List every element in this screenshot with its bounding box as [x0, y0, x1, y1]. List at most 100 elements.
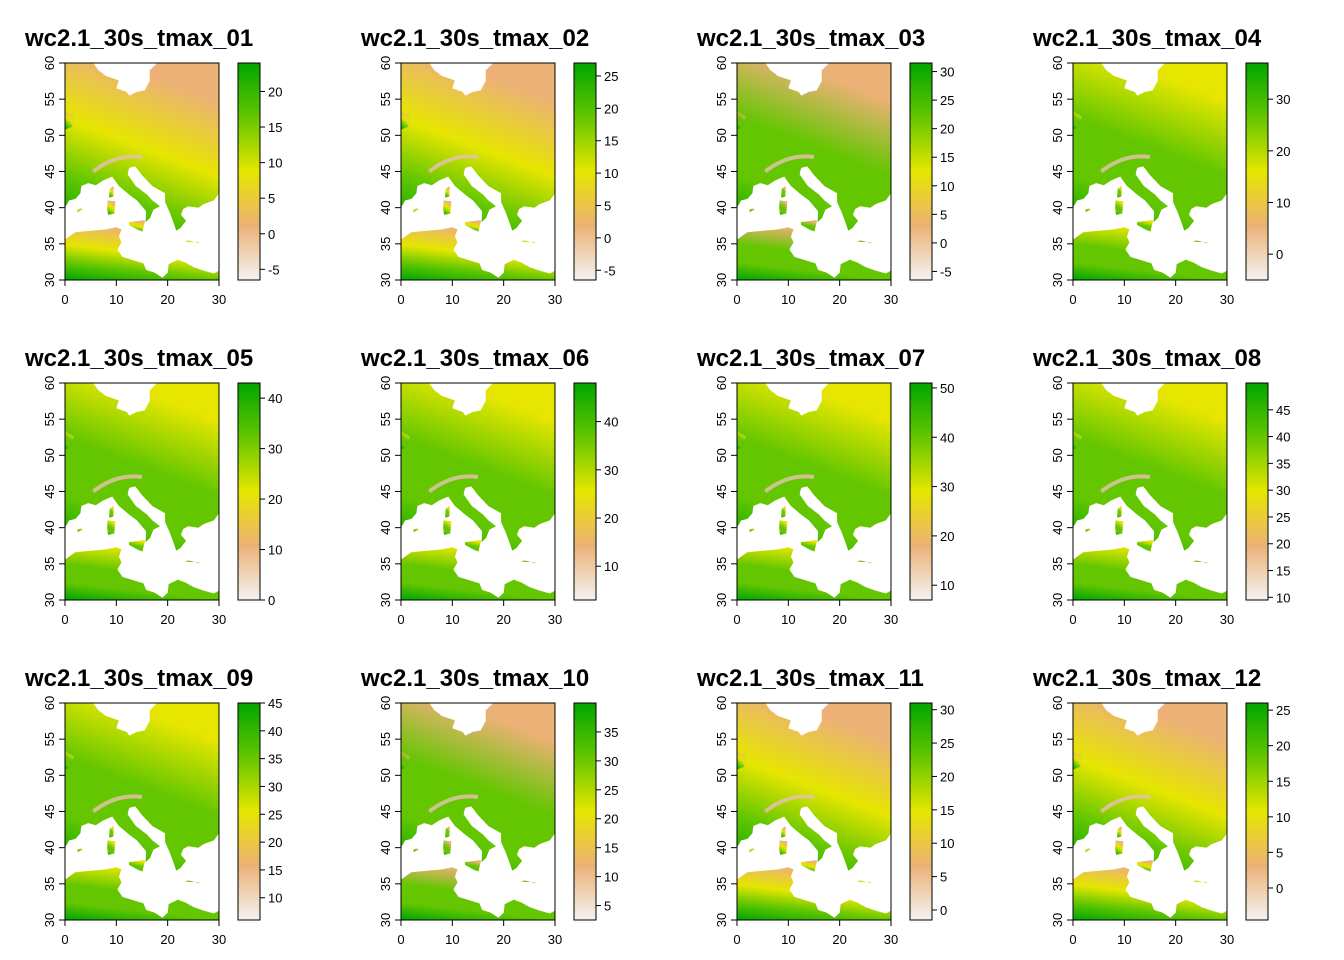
y-tick-label: 45 — [42, 804, 57, 818]
legend-tick-label: 0 — [268, 227, 275, 242]
legend-tick-label: 20 — [268, 492, 282, 507]
land-area — [1085, 848, 1091, 852]
land-area — [737, 227, 891, 280]
legend-tick-label: 20 — [268, 84, 282, 99]
map-panel: wc2.1_30s_tmax_05 0 10 20 30 30 35 40 45 50 55 60 0 1… — [0, 320, 336, 640]
land-area — [1117, 186, 1122, 198]
x-tick-label: 20 — [160, 932, 174, 947]
legend-tick-label: 5 — [604, 899, 611, 914]
legend-tick-label: 0 — [268, 593, 275, 608]
y-tick-label: 50 — [714, 128, 729, 142]
land-area — [779, 200, 788, 215]
y-tick-label: 60 — [378, 56, 393, 70]
legend-tick-label: 0 — [940, 903, 947, 918]
raster-map: 0 10 20 30 30 35 40 45 50 55 60 -5 0 5 10 15 20 25 30 — [714, 56, 954, 307]
land-area — [464, 220, 482, 232]
land-area — [800, 220, 818, 232]
y-tick-label: 55 — [1050, 92, 1065, 106]
land-area — [521, 880, 536, 884]
y-tick-label: 45 — [714, 164, 729, 178]
land-area — [107, 520, 116, 535]
land-area — [109, 826, 114, 838]
y-tick-label: 40 — [378, 840, 393, 854]
x-tick-label: 0 — [1069, 612, 1076, 627]
land-area — [401, 703, 555, 871]
x-tick-label: 10 — [109, 932, 123, 947]
legend-tick-label: 15 — [1276, 774, 1290, 789]
x-tick-label: 0 — [397, 292, 404, 307]
y-tick-label: 35 — [1050, 557, 1065, 571]
legend-tick-label: -5 — [268, 262, 280, 277]
land-area — [1117, 826, 1122, 838]
y-tick-label: 35 — [714, 877, 729, 891]
legend-tick-label: 30 — [604, 463, 618, 478]
legend-tick-label: 20 — [604, 101, 618, 116]
alps-band — [428, 794, 479, 814]
land-area — [1115, 840, 1124, 855]
y-tick-label: 45 — [378, 164, 393, 178]
x-tick-label: 20 — [496, 292, 510, 307]
legend-tick-label: 15 — [604, 134, 618, 149]
land-area — [521, 240, 536, 244]
panel-title: wc2.1_30s_tmax_05 — [25, 345, 254, 372]
land-area — [107, 200, 116, 215]
y-tick-label: 30 — [1050, 273, 1065, 287]
land-area — [65, 750, 74, 770]
legend-tick-label: 10 — [604, 870, 618, 885]
land-area — [128, 220, 146, 232]
land-area — [65, 430, 74, 450]
x-tick-label: 20 — [832, 932, 846, 947]
legend-tick-label: 10 — [604, 166, 618, 181]
land-area — [857, 240, 872, 244]
legend-tick-label: 20 — [268, 835, 282, 850]
panel-title: wc2.1_30s_tmax_06 — [361, 345, 590, 372]
land-area — [737, 63, 891, 231]
legend-tick-label: 30 — [940, 703, 954, 718]
raster-map: 0 10 20 30 30 35 40 45 50 55 60 -5 0 5 10 15 20 — [42, 56, 282, 307]
land-area — [65, 703, 219, 871]
y-tick-label: 50 — [378, 128, 393, 142]
x-tick-label: 30 — [548, 292, 562, 307]
land-area — [737, 110, 746, 130]
y-tick-label: 60 — [1050, 696, 1065, 710]
land-area — [65, 227, 219, 280]
legend-tick-label: 30 — [604, 754, 618, 769]
legend-tick-label: 10 — [940, 836, 954, 851]
y-tick-label: 30 — [42, 913, 57, 927]
map-panel: wc2.1_30s_tmax_12 0 10 20 30 30 35 40 45 50 55 60 0 5… — [1008, 640, 1344, 960]
y-tick-label: 55 — [42, 732, 57, 746]
land-area — [65, 867, 219, 920]
land-area — [1073, 547, 1227, 600]
land-area — [445, 506, 450, 518]
land-area — [1115, 520, 1124, 535]
land-area — [445, 186, 450, 198]
y-tick-label: 40 — [42, 200, 57, 214]
land-area — [1085, 208, 1091, 212]
x-tick-label: 0 — [733, 292, 740, 307]
panel-title: wc2.1_30s_tmax_07 — [697, 345, 926, 372]
legend-tick-label: 15 — [268, 120, 282, 135]
legend-tick-label: 20 — [1276, 739, 1290, 754]
y-tick-label: 45 — [1050, 484, 1065, 498]
panel-title: wc2.1_30s_tmax_08 — [1033, 345, 1262, 372]
land-area — [737, 383, 891, 551]
land-area — [65, 383, 219, 551]
y-tick-label: 45 — [378, 804, 393, 818]
raster-map: 0 10 20 30 30 35 40 45 50 55 60 10 15 20 25 30 35 40 45 — [1050, 376, 1290, 627]
x-tick-label: 30 — [212, 292, 226, 307]
land-area — [1073, 227, 1227, 280]
legend-tick-label: 40 — [604, 415, 618, 430]
raster-map: 0 10 20 30 30 35 40 45 50 55 60 10 20 30 40 50 — [714, 376, 954, 627]
map-panel: wc2.1_30s_tmax_10 0 10 20 30 30 35 40 45 50 55 60 5 1… — [336, 640, 672, 960]
y-tick-label: 45 — [42, 484, 57, 498]
legend-tick-label: 40 — [940, 430, 954, 445]
x-tick-label: 30 — [884, 932, 898, 947]
legend-tick-label: 25 — [940, 736, 954, 751]
x-tick-label: 30 — [548, 612, 562, 627]
panel-title: wc2.1_30s_tmax_04 — [1033, 25, 1262, 52]
land-area — [109, 506, 114, 518]
legend-tick-label: 10 — [1276, 196, 1290, 211]
land-area — [401, 430, 410, 450]
y-tick-label: 60 — [1050, 376, 1065, 390]
y-tick-label: 30 — [714, 273, 729, 287]
